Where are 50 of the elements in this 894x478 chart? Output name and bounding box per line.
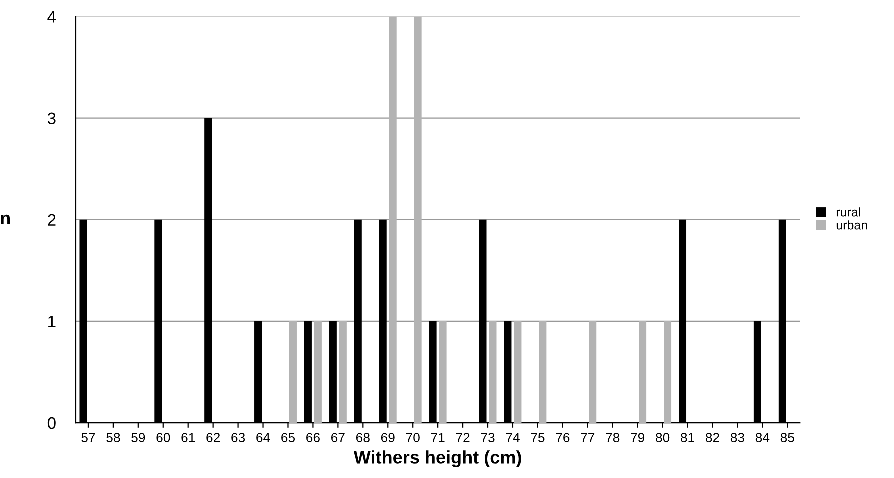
x-tick-label: 82 <box>706 433 720 442</box>
x-tick-label: 66 <box>306 433 320 442</box>
bar <box>414 16 422 424</box>
x-tick-label: 59 <box>132 433 146 442</box>
bar <box>289 321 297 424</box>
x-tick-label: 83 <box>730 433 744 442</box>
bar <box>339 321 347 424</box>
y-tick-label: 3 <box>48 112 56 125</box>
bar <box>539 321 547 424</box>
x-tick-label: 68 <box>356 433 370 442</box>
x-tick-label: 85 <box>780 433 794 442</box>
bar <box>314 321 322 424</box>
bar <box>439 321 447 424</box>
x-tick-label: 74 <box>506 433 520 442</box>
bar <box>514 321 522 424</box>
x-tick-label: 69 <box>381 433 395 442</box>
x-tick-label: 78 <box>606 433 620 442</box>
x-tick-label: 65 <box>282 433 296 442</box>
y-axis-title: n <box>1 214 10 225</box>
x-tick-label: 76 <box>556 433 570 442</box>
x-tick-label: 80 <box>656 433 670 442</box>
y-tick-label: 4 <box>48 11 56 23</box>
bar <box>389 16 397 424</box>
x-tick-label: 64 <box>256 433 270 442</box>
x-tick-label: 58 <box>106 433 120 442</box>
x-tick-label: 77 <box>581 433 595 442</box>
x-tick-label: 84 <box>756 433 770 442</box>
x-tick-label: 81 <box>681 433 694 442</box>
x-tick-label: 60 <box>156 433 170 442</box>
x-tick-label: 70 <box>406 433 420 442</box>
x-tick-label: 71 <box>431 433 445 442</box>
x-tick-label: 63 <box>232 433 246 442</box>
bar <box>589 321 597 424</box>
legend-label: urban <box>836 220 868 230</box>
y-tick-label: 2 <box>48 214 56 226</box>
bar <box>489 321 497 424</box>
y-tick-label: 1 <box>48 316 56 328</box>
x-axis-title: Withers height (cm) <box>354 450 522 468</box>
x-tick-label: 73 <box>481 433 495 442</box>
legend-label: rural <box>836 208 860 217</box>
x-tick-label: 62 <box>206 433 220 442</box>
bar <box>639 321 647 424</box>
x-tick-label: 79 <box>631 433 645 442</box>
x-tick-label: 61 <box>182 433 196 442</box>
bar <box>664 321 672 424</box>
y-tick-label: 0 <box>48 417 56 430</box>
x-tick-label: 75 <box>531 433 545 442</box>
x-tick-label: 67 <box>332 433 345 442</box>
x-tick-label: 57 <box>82 433 96 442</box>
x-tick-label: 72 <box>456 433 470 442</box>
